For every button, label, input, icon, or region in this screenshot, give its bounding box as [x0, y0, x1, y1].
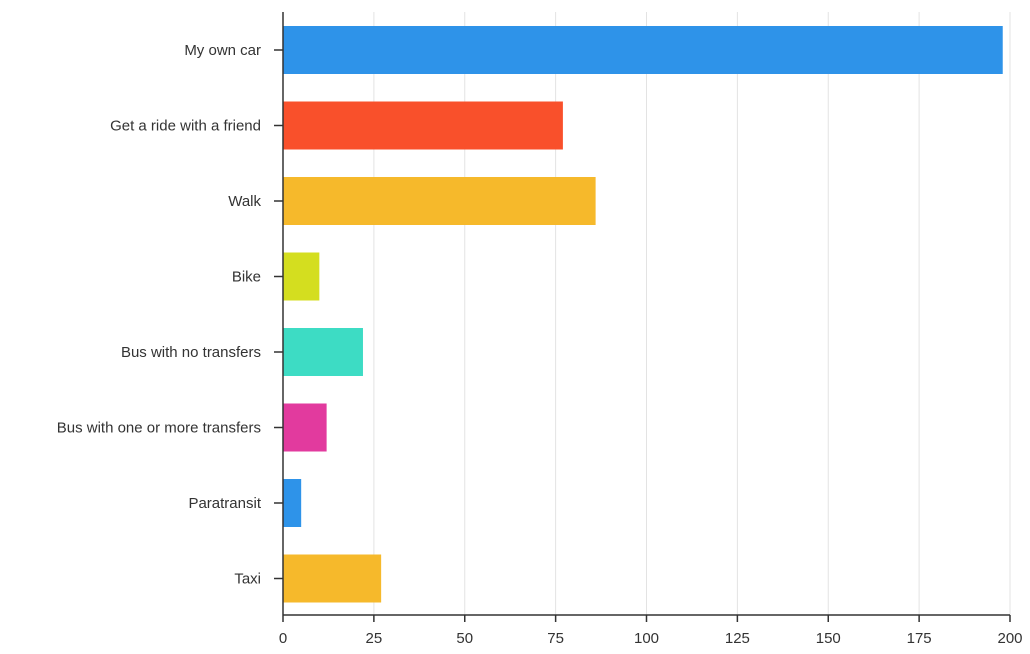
bar-bus-with-no-transfers: [283, 328, 363, 376]
x-tick-label: 200: [997, 630, 1022, 647]
category-label: Walk: [228, 193, 261, 210]
category-label: Bus with one or more transfers: [57, 420, 261, 437]
category-label: Get a ride with a friend: [110, 118, 261, 135]
category-label: Paratransit: [188, 495, 261, 512]
bar-bus-with-one-or-more-transfers: [283, 403, 327, 452]
x-tick-label: 50: [456, 630, 473, 647]
x-tick-label: 100: [634, 630, 659, 647]
bar-bike: [283, 252, 320, 301]
bar-walk: [283, 177, 596, 225]
category-label: Bus with no transfers: [121, 344, 261, 361]
x-tick-label: 125: [725, 630, 750, 647]
bar-paratransit: [283, 479, 302, 527]
bar-taxi: [283, 554, 382, 603]
x-tick-label: 0: [279, 630, 287, 647]
x-tick-label: 175: [907, 630, 932, 647]
category-label: My own car: [184, 42, 261, 59]
bar-my-own-car: [283, 26, 1003, 74]
x-tick-label: 25: [366, 630, 383, 647]
x-tick-label: 150: [816, 630, 841, 647]
bar-layer: [283, 26, 1003, 603]
category-label: Bike: [232, 269, 261, 286]
x-tick-label: 75: [547, 630, 564, 647]
category-label: Taxi: [234, 571, 261, 588]
label-layer: 0 25 50 75 100 125 150 175 200 My own car Get a ri…: [57, 42, 1023, 647]
axis-layer: [274, 12, 1011, 622]
bar-get-a-ride-with-a-friend: [283, 101, 563, 150]
